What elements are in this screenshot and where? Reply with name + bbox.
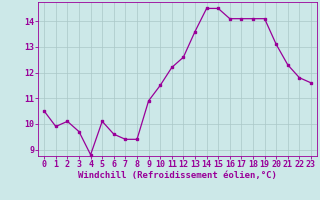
X-axis label: Windchill (Refroidissement éolien,°C): Windchill (Refroidissement éolien,°C) (78, 171, 277, 180)
